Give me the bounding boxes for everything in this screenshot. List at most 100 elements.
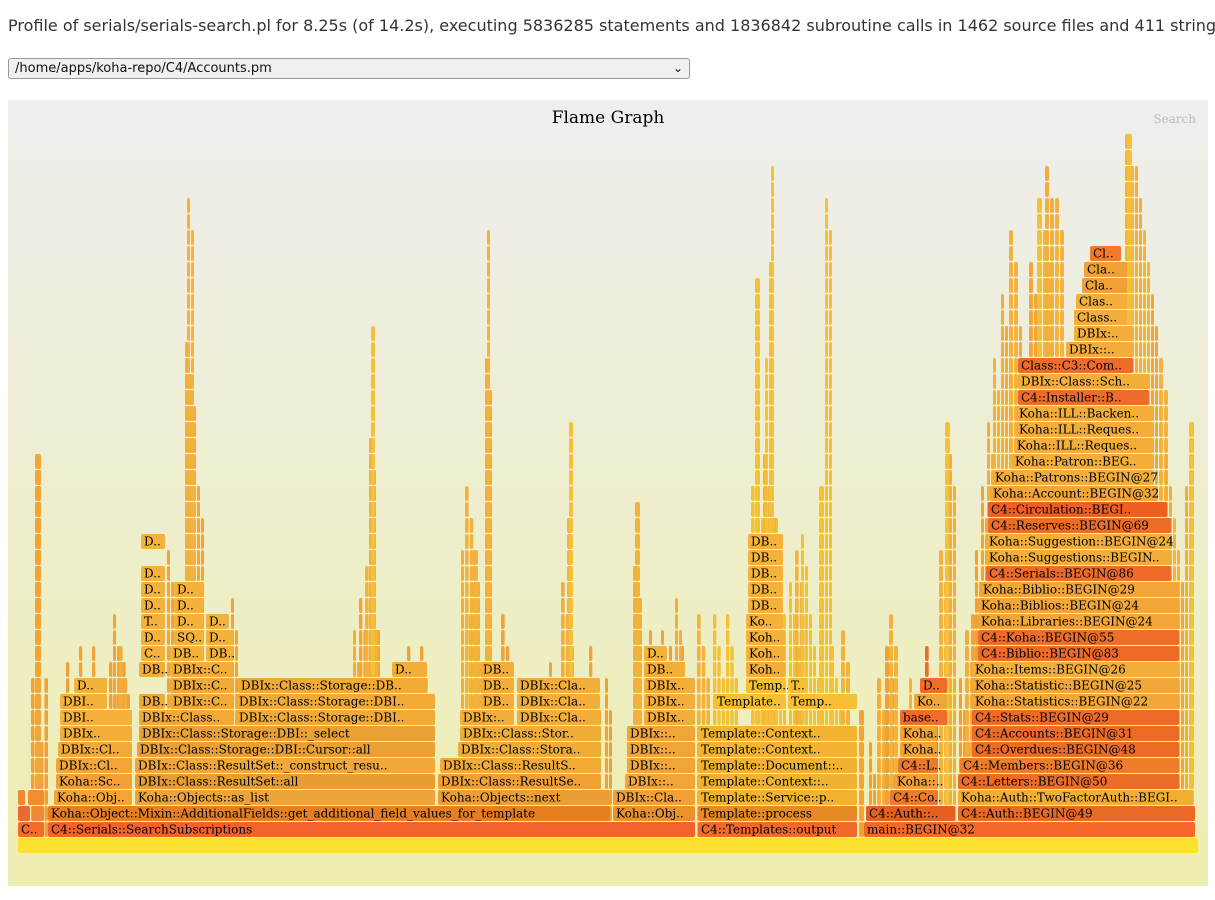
flame-spike-frame[interactable] xyxy=(953,486,956,501)
flame-spike-frame[interactable] xyxy=(1014,278,1018,293)
flame-spike-frame[interactable] xyxy=(755,470,760,485)
flame-spike-frame[interactable] xyxy=(371,438,375,453)
flame-spike-frame[interactable] xyxy=(706,694,710,709)
flame-spike-frame[interactable] xyxy=(1037,214,1042,229)
flame-spike-frame[interactable] xyxy=(726,662,730,677)
flame-spike-frame[interactable] xyxy=(487,502,490,517)
flame-spike-frame[interactable] xyxy=(889,662,893,677)
flame-spike-frame[interactable] xyxy=(713,710,717,725)
flame-spike-frame[interactable] xyxy=(825,438,828,453)
flame-spike-frame[interactable] xyxy=(805,566,808,581)
flame-spike-frame[interactable] xyxy=(885,758,889,773)
flame-spike-frame[interactable] xyxy=(697,646,701,661)
flame-spike-frame[interactable] xyxy=(605,726,608,741)
flame-spike-frame[interactable] xyxy=(949,742,952,757)
flame-spike-frame[interactable] xyxy=(1164,390,1168,405)
flame-spike-frame[interactable] xyxy=(31,710,35,725)
flame-spike-frame[interactable] xyxy=(829,310,832,325)
flame-spike-frame[interactable] xyxy=(487,518,490,533)
flame-spike-frame[interactable] xyxy=(1009,246,1013,261)
flame-spike-frame[interactable] xyxy=(925,662,929,677)
flame-spike-frame[interactable] xyxy=(1173,518,1176,533)
flame-spike-frame[interactable] xyxy=(1127,230,1132,245)
flame-spike-frame[interactable] xyxy=(235,646,238,661)
flame-spike-frame[interactable] xyxy=(1001,326,1004,341)
flame-spike-frame[interactable] xyxy=(909,694,912,709)
flame-spike-frame[interactable] xyxy=(1045,310,1049,325)
flame-spike-frame[interactable] xyxy=(993,422,996,437)
flame-spike-frame[interactable] xyxy=(755,518,760,533)
flame-spike-frame[interactable] xyxy=(365,646,369,661)
flame-spike-frame[interactable] xyxy=(465,582,469,597)
flame-spike-frame[interactable] xyxy=(35,758,41,773)
flame-spike-frame[interactable] xyxy=(771,166,774,181)
flame-spike-frame[interactable] xyxy=(997,390,1000,405)
flame-spike-frame[interactable] xyxy=(1135,198,1138,213)
flame-spike-frame[interactable] xyxy=(945,470,950,485)
flame-spike-frame[interactable] xyxy=(123,678,128,693)
flame-spike-frame[interactable] xyxy=(487,374,490,389)
flame-spike-frame[interactable] xyxy=(1009,310,1013,325)
flame-spike-frame[interactable] xyxy=(635,502,640,517)
flame-spike-frame[interactable] xyxy=(765,486,768,501)
flame-spike-frame[interactable] xyxy=(1135,342,1138,357)
flame-spike-frame[interactable] xyxy=(953,726,956,741)
flame-spike-frame[interactable] xyxy=(35,550,41,565)
flame-spike-frame[interactable] xyxy=(831,710,834,725)
flame-spike-frame[interactable] xyxy=(1185,774,1188,789)
flame-spike-frame[interactable] xyxy=(1037,310,1042,325)
flame-spike-frame[interactable] xyxy=(1139,246,1142,261)
flame-spike-frame[interactable] xyxy=(1139,358,1142,373)
flame-spike-frame[interactable] xyxy=(755,710,760,725)
flame-spike-frame[interactable] xyxy=(1185,534,1188,549)
flame-spike-frame[interactable] xyxy=(889,710,893,725)
flame-spike-frame[interactable] xyxy=(726,630,730,645)
flame-spike-frame[interactable] xyxy=(945,582,950,597)
flame-spike-frame[interactable] xyxy=(1139,342,1142,357)
flame-spike-frame[interactable] xyxy=(795,630,799,645)
flame-spike-frame[interactable] xyxy=(813,678,816,693)
flame-spike-frame[interactable] xyxy=(1185,742,1188,757)
flame-spike-frame[interactable] xyxy=(717,662,721,677)
flame-spike-frame[interactable] xyxy=(1005,342,1008,357)
flame-spike-frame[interactable] xyxy=(1164,422,1168,437)
flame-spike-frame[interactable] xyxy=(201,534,204,549)
flame-spike-frame[interactable] xyxy=(92,662,96,677)
flame-spike-frame[interactable] xyxy=(187,422,190,437)
flame-spike-frame[interactable] xyxy=(765,422,768,437)
flame-spike-frame[interactable] xyxy=(359,598,363,613)
flame-spike-frame[interactable] xyxy=(765,710,768,725)
flame-spike-frame[interactable] xyxy=(697,710,701,725)
flame-spike-frame[interactable] xyxy=(675,614,678,629)
flame-spike-frame[interactable] xyxy=(953,646,956,661)
flame-spike-frame[interactable] xyxy=(1009,406,1013,421)
flame-spike-frame[interactable] xyxy=(1155,454,1158,469)
flame-spike-frame[interactable] xyxy=(1181,614,1184,629)
flame-spike-frame[interactable] xyxy=(1143,294,1146,309)
flame-spike-frame[interactable] xyxy=(801,582,804,597)
flame-spike-frame[interactable] xyxy=(1045,198,1049,213)
flame-spike-frame[interactable] xyxy=(31,774,35,789)
flame-spike-frame[interactable] xyxy=(1005,374,1008,389)
flame-spike-frame[interactable] xyxy=(945,630,950,645)
flame-spike-frame[interactable] xyxy=(706,678,710,693)
flame-spike-frame[interactable] xyxy=(825,534,828,549)
flame-spike-frame[interactable] xyxy=(1045,246,1049,261)
flame-spike-frame[interactable] xyxy=(819,518,824,533)
flame-spike-frame[interactable] xyxy=(1050,246,1054,261)
flame-spike-frame[interactable] xyxy=(1009,262,1013,277)
flame-spike-frame[interactable] xyxy=(1009,342,1013,357)
flame-spike-frame[interactable] xyxy=(1060,326,1064,341)
flame-spike-frame[interactable] xyxy=(859,790,864,805)
flame-spike-frame[interactable] xyxy=(795,614,799,629)
flame-spike-frame[interactable] xyxy=(1060,230,1064,245)
flame-spike-frame[interactable] xyxy=(965,742,969,757)
flame-spike-frame[interactable] xyxy=(835,678,838,693)
flame-spike-frame[interactable] xyxy=(1189,742,1194,757)
flame-spike-frame[interactable] xyxy=(113,614,116,629)
flame-spike-frame[interactable] xyxy=(894,646,898,661)
flame-spike-frame[interactable] xyxy=(474,582,478,597)
flame-spike-frame[interactable] xyxy=(945,422,950,437)
flame-spike-frame[interactable] xyxy=(829,342,832,357)
flame-spike-frame[interactable] xyxy=(569,550,573,565)
